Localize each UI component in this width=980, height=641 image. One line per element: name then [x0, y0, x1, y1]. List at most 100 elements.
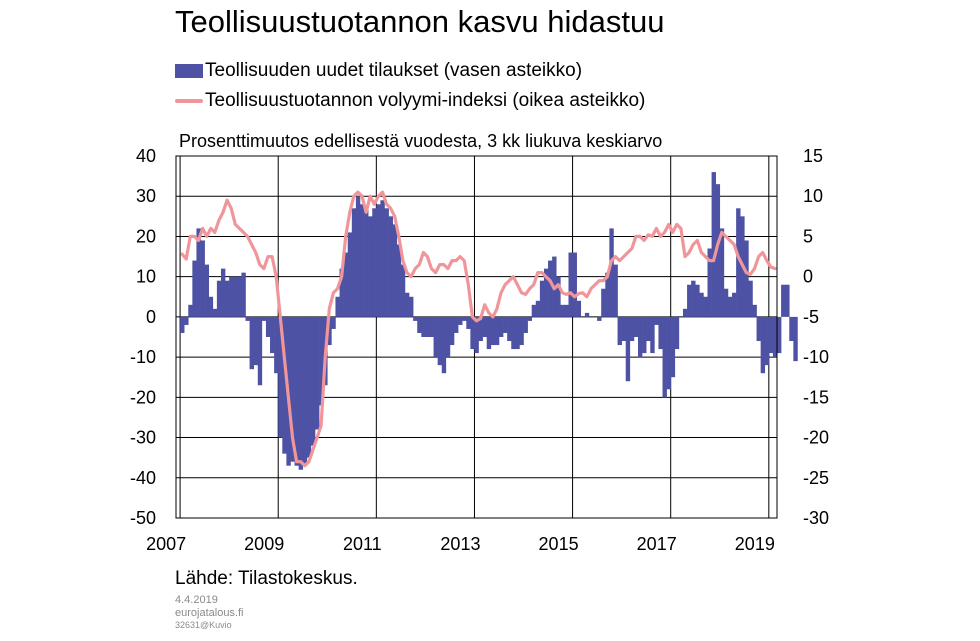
bar	[486, 316, 492, 350]
bar	[498, 316, 504, 337]
legend-label-line: Teollisuustuotannon volyymi-indeksi (oik…	[205, 90, 646, 111]
bar	[212, 308, 218, 317]
x-tick-label: 2011	[343, 534, 382, 554]
bar	[711, 172, 716, 317]
bar	[646, 316, 651, 342]
bar	[597, 316, 602, 321]
bar	[527, 316, 532, 321]
bar	[216, 280, 222, 317]
figure-id: 32631@Kuvio	[175, 620, 232, 630]
bar	[568, 252, 573, 317]
bar	[748, 280, 753, 317]
bar	[347, 232, 353, 317]
bar	[380, 200, 385, 317]
bar	[396, 244, 402, 317]
right-tick-label: -25	[803, 468, 829, 488]
right-tick-label: -20	[803, 428, 829, 448]
bar	[425, 316, 430, 337]
bar	[772, 316, 778, 358]
bar	[650, 316, 655, 354]
bar	[515, 316, 520, 350]
bar	[789, 316, 794, 342]
source-note: Lähde: Tilastokeskus.	[175, 568, 358, 589]
bar	[249, 316, 254, 370]
bar	[633, 316, 639, 337]
plot-frame	[175, 155, 778, 519]
bar	[220, 268, 226, 317]
bar	[781, 284, 786, 317]
bar	[637, 316, 643, 358]
bar	[462, 316, 467, 321]
bar	[196, 228, 201, 317]
bar	[503, 316, 508, 333]
bar	[723, 288, 729, 317]
bar	[204, 264, 210, 317]
bar	[654, 316, 659, 325]
bar	[642, 316, 647, 354]
bar	[290, 316, 295, 462]
left-tick-label: -10	[130, 347, 156, 367]
bar	[560, 304, 565, 317]
bar	[458, 316, 463, 325]
bar	[364, 208, 369, 317]
bar	[184, 316, 189, 325]
bar	[261, 316, 267, 321]
bar	[359, 204, 365, 317]
left-tick-label: 0	[146, 307, 156, 327]
left-tick-label: -20	[130, 387, 156, 407]
x-tick-label: 2019	[735, 534, 775, 554]
left-tick-label: 30	[136, 186, 156, 206]
bar	[339, 268, 344, 317]
bar	[617, 316, 622, 346]
bar	[621, 316, 627, 342]
bar	[658, 316, 663, 350]
x-tick-label: 2009	[244, 534, 284, 554]
bar	[180, 316, 185, 333]
bar	[519, 316, 524, 346]
bar	[343, 252, 349, 317]
bar	[441, 316, 447, 374]
bar	[257, 316, 263, 386]
bar	[433, 316, 438, 358]
bar	[372, 208, 377, 317]
bar	[282, 316, 287, 454]
bar	[793, 316, 798, 362]
bar	[188, 304, 193, 317]
bar	[511, 316, 516, 350]
x-tick-label: 2013	[440, 534, 480, 554]
bar	[478, 316, 483, 342]
bar	[208, 296, 214, 317]
bar	[625, 316, 631, 382]
bar	[666, 316, 672, 390]
bar	[535, 300, 541, 317]
left-axis-ticks: 40 30 20 10 0 -10 -20 -30 -40 -50	[130, 146, 156, 528]
bar	[576, 300, 582, 317]
bar	[310, 316, 316, 446]
line-path	[180, 190, 777, 468]
bar	[355, 196, 361, 317]
bar	[752, 304, 757, 317]
bar	[466, 316, 471, 329]
chart-title: Teollisuustuotannon kasvu hidastuu	[175, 4, 665, 39]
bar	[417, 316, 422, 333]
bar	[265, 316, 271, 337]
bar	[482, 316, 488, 337]
bar	[703, 296, 708, 317]
left-tick-label: -50	[130, 508, 156, 528]
bar	[245, 316, 250, 321]
bar	[601, 288, 606, 317]
legend-item-line: Teollisuustuotannon volyymi-indeksi (oik…	[175, 86, 645, 116]
bar	[584, 312, 590, 317]
site-name: eurojatalous.fi	[175, 607, 244, 619]
bar	[715, 184, 721, 317]
legend-swatch-bars	[175, 64, 203, 78]
bar	[200, 240, 205, 317]
bar	[691, 280, 696, 317]
bar	[719, 228, 725, 317]
bar	[315, 316, 320, 430]
bar	[613, 264, 618, 317]
bar	[429, 316, 434, 337]
bar	[531, 304, 537, 317]
bar	[736, 208, 741, 317]
bar	[331, 316, 336, 329]
